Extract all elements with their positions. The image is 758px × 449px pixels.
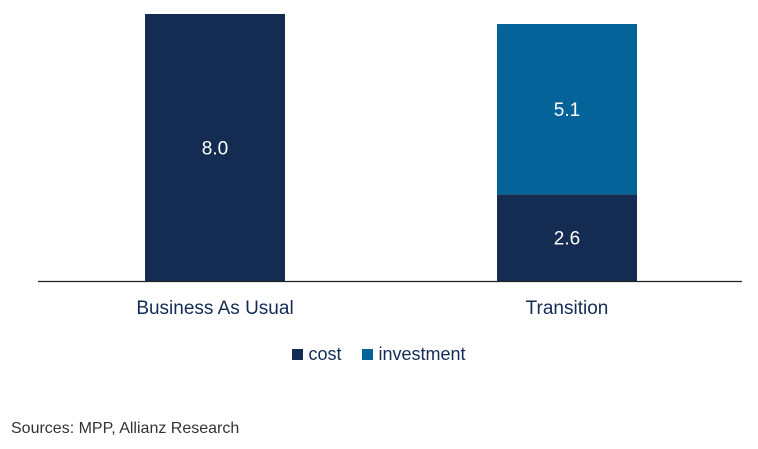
x-tick-label: Transition <box>526 298 609 319</box>
data-label-cost: 2.6 <box>554 229 580 250</box>
legend: cost investment <box>0 343 758 365</box>
bar-cost <box>145 14 285 281</box>
legend-swatch-investment <box>362 349 374 361</box>
source-note: Sources: MPP, Allianz Research <box>11 420 240 437</box>
bar-cost <box>497 194 637 281</box>
legend-label-investment: investment <box>378 344 466 365</box>
legend-item-cost: cost <box>292 343 341 365</box>
legend-label-cost: cost <box>308 344 342 365</box>
legend-swatch-cost <box>292 349 304 361</box>
chart: 8.0 Business As Usual 2.6 5.1 Transition <box>38 14 742 319</box>
data-label-investment: 5.1 <box>554 100 580 121</box>
x-tick-label: Business As Usual <box>136 298 293 319</box>
legend-item-investment: investment <box>362 343 466 365</box>
data-label-cost: 8.0 <box>202 139 228 160</box>
bar-investment <box>497 24 637 195</box>
